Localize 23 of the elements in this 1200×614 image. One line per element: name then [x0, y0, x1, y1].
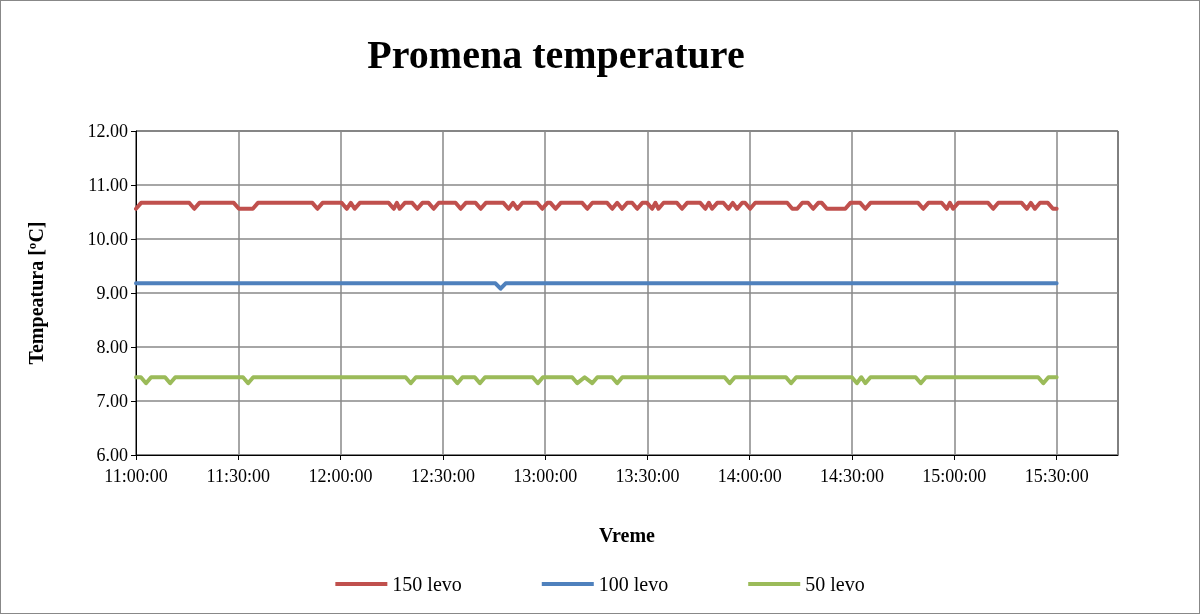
- y-tick-label: 12.00: [87, 121, 128, 141]
- x-tick-label: 15:30:00: [1024, 466, 1089, 486]
- x-tick-label: 13:00:00: [513, 466, 578, 486]
- legend-label: 100 levo: [598, 573, 669, 595]
- x-tick-label: 15:00:00: [922, 466, 987, 486]
- y-tick-label: 11.00: [88, 175, 128, 195]
- x-tick-label: 14:30:00: [820, 466, 885, 486]
- x-tick-label: 12:30:00: [410, 466, 475, 486]
- x-tick-label: 14:00:00: [717, 466, 782, 486]
- legend-label: 50 levo: [805, 573, 865, 595]
- x-tick-label: 11:00:00: [104, 466, 168, 486]
- x-axis-title: Vreme: [599, 524, 656, 546]
- x-tick-label: 13:30:00: [615, 466, 680, 486]
- x-tick-label: 11:30:00: [206, 466, 270, 486]
- y-tick-label: 9.00: [96, 283, 128, 303]
- y-axis-title: Tempeatura [ºC]: [25, 221, 48, 365]
- chart-title: Promena temperature: [367, 31, 745, 77]
- y-tick-label: 7.00: [96, 391, 128, 411]
- y-tick-label: 6.00: [96, 445, 128, 465]
- legend-label: 150 levo: [392, 573, 462, 595]
- y-tick-label: 10.00: [87, 229, 128, 249]
- x-tick-label: 12:00:00: [308, 466, 373, 486]
- y-tick-label: 8.00: [96, 337, 128, 357]
